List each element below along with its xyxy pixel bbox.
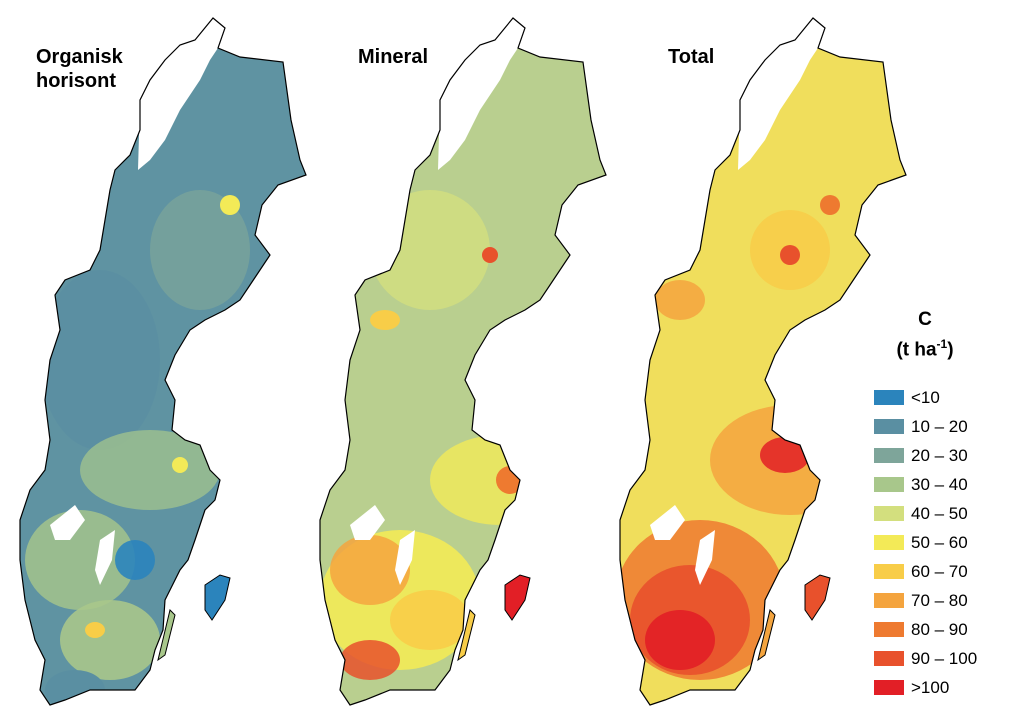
lake bbox=[95, 530, 115, 585]
blob bbox=[645, 610, 715, 670]
blob bbox=[780, 245, 800, 265]
lake bbox=[350, 505, 385, 540]
blob bbox=[330, 535, 410, 605]
gotland-island bbox=[204, 574, 231, 621]
blob bbox=[390, 590, 470, 650]
blob bbox=[60, 600, 160, 680]
legend-swatch bbox=[874, 448, 904, 463]
blob bbox=[482, 247, 498, 263]
legend-swatch bbox=[874, 564, 904, 579]
panel-title-organic: Organisk horisont bbox=[36, 46, 123, 92]
blob bbox=[172, 457, 188, 473]
legend-swatch bbox=[874, 506, 904, 521]
legend-label: 90 – 100 bbox=[911, 649, 978, 668]
blob bbox=[85, 622, 105, 638]
legend-unit: (t ha-1) bbox=[880, 332, 970, 362]
legend-swatch bbox=[874, 680, 904, 695]
legend-label: 50 – 60 bbox=[911, 533, 968, 552]
legend-unit-exponent: -1 bbox=[936, 337, 948, 351]
legend-label: <10 bbox=[911, 388, 940, 407]
blob bbox=[340, 640, 400, 680]
map-panel-mineral bbox=[319, 17, 607, 706]
legend-label: 70 – 80 bbox=[911, 591, 968, 610]
blob bbox=[40, 270, 160, 450]
legend-swatch bbox=[874, 651, 904, 666]
blob bbox=[370, 310, 400, 330]
mountain-area bbox=[438, 18, 525, 170]
blob bbox=[820, 195, 840, 215]
oland-island bbox=[757, 609, 776, 662]
legend-label: 20 – 30 bbox=[911, 446, 968, 465]
lake bbox=[395, 530, 415, 585]
blob bbox=[80, 430, 220, 510]
legend-label: 10 – 20 bbox=[911, 417, 968, 436]
legend-unit-close: ) bbox=[947, 339, 954, 361]
legend-label: 30 – 40 bbox=[911, 475, 968, 494]
legend-variable: C bbox=[918, 309, 932, 330]
legend-label: >100 bbox=[911, 678, 950, 697]
blob bbox=[150, 190, 250, 310]
legend-unit-base: (t ha bbox=[896, 339, 937, 361]
gotland-island bbox=[504, 574, 531, 621]
mountain-area bbox=[138, 18, 225, 170]
oland-island bbox=[457, 609, 476, 662]
gotland-island bbox=[804, 574, 831, 621]
legend-swatch bbox=[874, 593, 904, 608]
blob bbox=[370, 190, 490, 310]
blob bbox=[760, 437, 810, 473]
legend-swatch bbox=[874, 535, 904, 550]
legend-label: 40 – 50 bbox=[911, 504, 968, 523]
legend-swatch bbox=[874, 419, 904, 434]
mountain-area bbox=[738, 18, 825, 170]
legend-swatch bbox=[874, 622, 904, 637]
lake bbox=[50, 505, 85, 540]
panel-title-total: Total bbox=[668, 46, 715, 68]
blob bbox=[220, 195, 240, 215]
lake bbox=[650, 505, 685, 540]
map-panel-organic bbox=[19, 17, 307, 706]
panel-title-mineral: Mineral bbox=[358, 46, 429, 68]
legend-swatch bbox=[874, 390, 904, 405]
legend-label: 80 – 90 bbox=[911, 620, 968, 639]
legend-title: C (t ha-1) bbox=[880, 308, 970, 362]
legend-label: 60 – 70 bbox=[911, 562, 968, 581]
blob bbox=[115, 540, 155, 580]
legend-swatch bbox=[874, 477, 904, 492]
lake bbox=[695, 530, 715, 585]
blob bbox=[655, 280, 705, 320]
oland-island bbox=[157, 609, 176, 662]
